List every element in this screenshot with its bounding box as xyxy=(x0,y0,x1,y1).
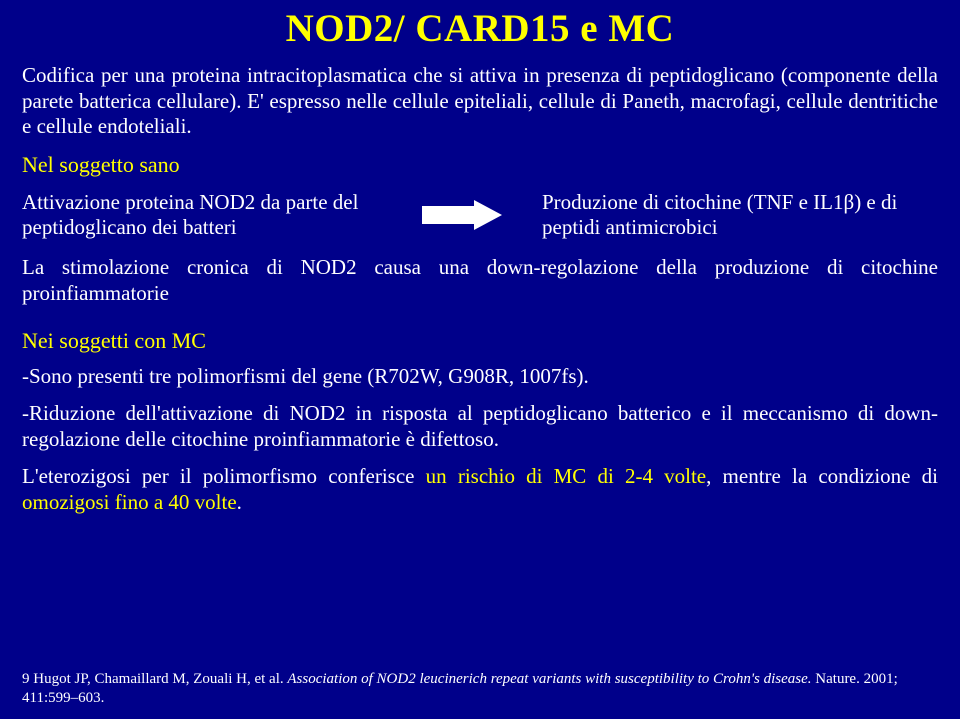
slide-title: NOD2/ CARD15 e MC xyxy=(22,6,938,51)
polymorphisms-line: -Sono presenti tre polimorfismi del gene… xyxy=(22,364,938,389)
footnote: 9 Hugot JP, Chamaillard M, Zouali H, et … xyxy=(22,670,938,707)
intro-paragraph: Codifica per una proteina intracitoplasm… xyxy=(22,63,938,140)
eterozigosi-paragraph: L'eterozigosi per il polimorfismo confer… xyxy=(22,464,938,515)
eterozigosi-omozigosi: omozigosi fino a 40 volte xyxy=(22,490,237,514)
eterozigosi-post: . xyxy=(237,490,242,514)
riduzione-paragraph: -Riduzione dell'attivazione di NOD2 in r… xyxy=(22,401,938,452)
eterozigosi-mid: , mentre la condizione di xyxy=(706,464,938,488)
arrow-polygon xyxy=(422,200,502,230)
arrow-right-icon xyxy=(422,200,502,230)
subhead-mc: Nei soggetti con MC xyxy=(22,328,938,354)
eterozigosi-risk: un rischio di MC di 2-4 volte xyxy=(426,464,706,488)
footnote-authors: Hugot JP, Chamaillard M, Zouali H, et al… xyxy=(30,671,288,687)
footnote-ref-marker: 9 xyxy=(22,671,30,687)
footnote-title: Association of NOD2 leucinerich repeat v… xyxy=(287,671,811,687)
activation-right-text: Produzione di citochine (TNF e IL1β) e d… xyxy=(542,190,938,241)
stimolazione-text: La stimolazione cronica di NOD2 causa un… xyxy=(22,255,938,306)
slide-root: NOD2/ CARD15 e MC Codifica per una prote… xyxy=(0,0,960,719)
activation-left-text: Attivazione proteina NOD2 da parte del p… xyxy=(22,190,382,241)
activation-row: Attivazione proteina NOD2 da parte del p… xyxy=(22,190,938,241)
arrow-container xyxy=(382,200,542,230)
subhead-sano: Nel soggetto sano xyxy=(22,152,938,178)
eterozigosi-pre: L'eterozigosi per il polimorfismo confer… xyxy=(22,464,426,488)
